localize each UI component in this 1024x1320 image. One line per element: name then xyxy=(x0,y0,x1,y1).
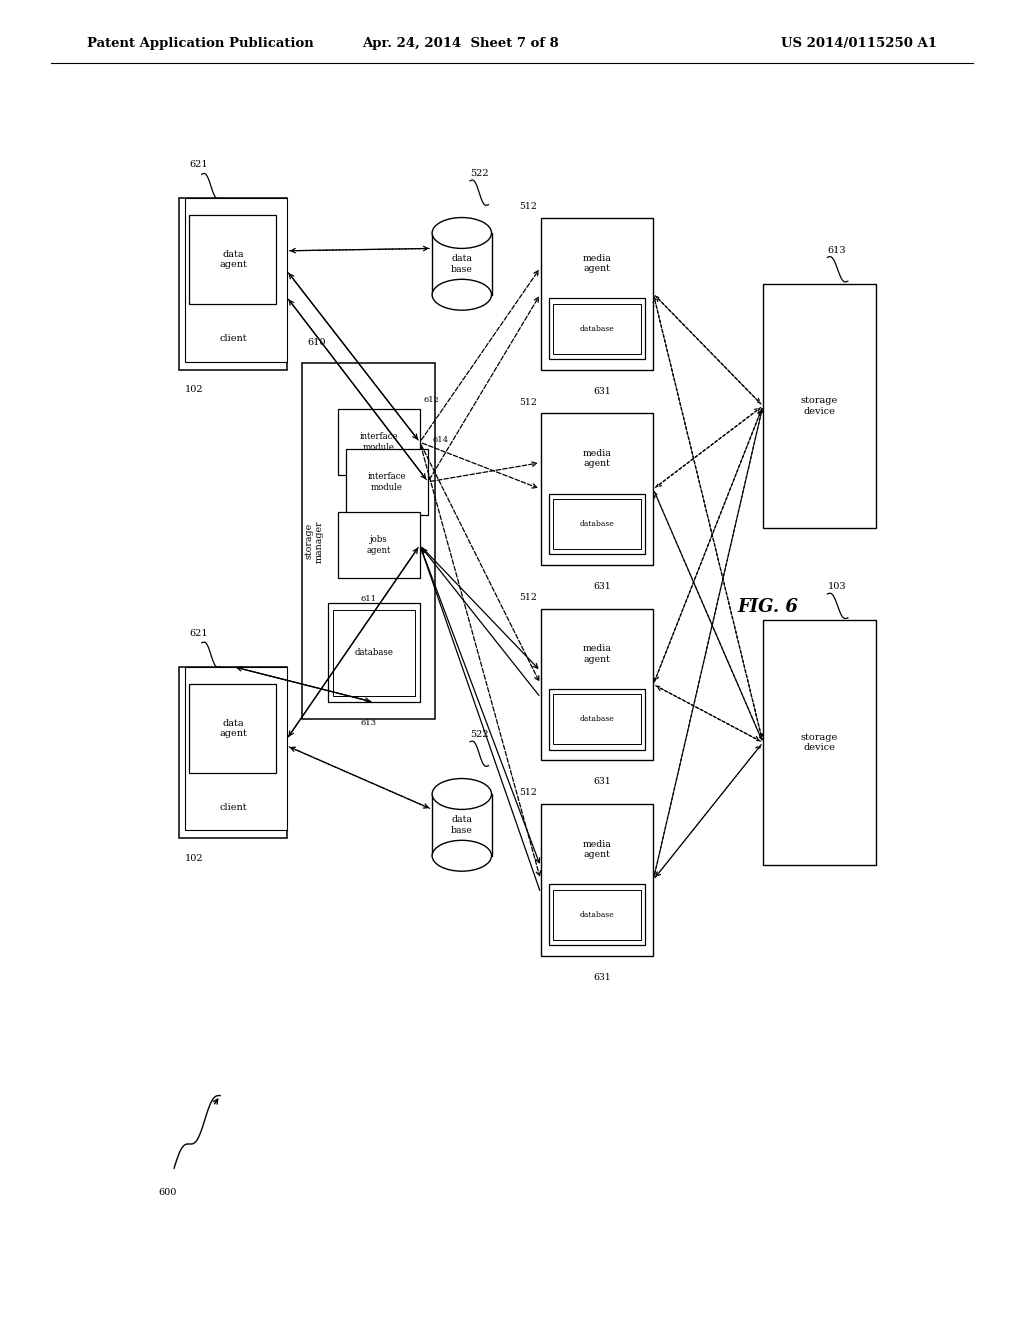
Bar xyxy=(549,884,645,945)
Bar xyxy=(338,409,420,475)
Ellipse shape xyxy=(432,280,492,310)
Text: storage
manager: storage manager xyxy=(305,520,324,562)
Bar xyxy=(549,689,645,750)
Bar xyxy=(549,298,645,359)
Text: 621: 621 xyxy=(189,160,208,169)
Bar xyxy=(553,890,641,940)
Bar xyxy=(553,499,641,549)
Bar xyxy=(333,610,415,696)
Ellipse shape xyxy=(432,779,492,809)
Text: media
agent: media agent xyxy=(583,644,611,664)
Bar xyxy=(432,232,492,294)
Bar xyxy=(763,620,876,865)
Text: data
agent: data agent xyxy=(219,718,247,738)
Bar xyxy=(763,284,876,528)
Text: Patent Application Publication: Patent Application Publication xyxy=(87,37,313,50)
Text: 631: 631 xyxy=(593,582,611,591)
Text: 103: 103 xyxy=(827,582,846,591)
Text: FIG. 6: FIG. 6 xyxy=(737,598,798,616)
Text: database: database xyxy=(580,520,614,528)
Text: 610: 610 xyxy=(307,338,326,347)
Ellipse shape xyxy=(432,218,492,248)
Bar xyxy=(541,609,653,760)
Text: 512: 512 xyxy=(519,397,537,407)
Bar xyxy=(432,795,492,855)
Bar xyxy=(338,512,420,578)
Text: Apr. 24, 2014  Sheet 7 of 8: Apr. 24, 2014 Sheet 7 of 8 xyxy=(362,37,559,50)
Bar xyxy=(553,304,641,354)
Text: 621: 621 xyxy=(189,628,208,638)
Bar xyxy=(185,667,287,830)
Text: data
agent: data agent xyxy=(219,249,247,269)
Bar xyxy=(185,198,287,362)
Text: 600: 600 xyxy=(159,1188,177,1197)
Bar xyxy=(328,603,420,702)
Bar xyxy=(189,215,276,305)
Text: storage
device: storage device xyxy=(801,733,838,752)
Text: 613: 613 xyxy=(360,719,377,727)
Bar xyxy=(549,494,645,554)
Text: database: database xyxy=(580,325,614,333)
Text: interface
module: interface module xyxy=(359,433,398,451)
Text: database: database xyxy=(354,648,393,657)
Ellipse shape xyxy=(432,841,492,871)
Text: storage
device: storage device xyxy=(801,396,838,416)
Text: 522: 522 xyxy=(470,730,488,739)
Text: 512: 512 xyxy=(519,788,537,797)
Text: US 2014/0115250 A1: US 2014/0115250 A1 xyxy=(781,37,937,50)
Text: jobs
agent: jobs agent xyxy=(367,536,391,554)
Text: 631: 631 xyxy=(593,973,611,982)
Text: client: client xyxy=(219,803,247,812)
Text: data
base: data base xyxy=(451,816,473,834)
Text: 613: 613 xyxy=(827,246,846,255)
Text: database: database xyxy=(580,911,614,919)
Text: 522: 522 xyxy=(470,169,488,178)
Text: media
agent: media agent xyxy=(583,840,611,859)
Bar xyxy=(189,684,276,774)
Text: 612: 612 xyxy=(424,396,440,404)
Bar xyxy=(541,804,653,956)
Text: client: client xyxy=(219,334,247,343)
Text: media
agent: media agent xyxy=(583,449,611,469)
Text: data
base: data base xyxy=(451,255,473,273)
Text: database: database xyxy=(580,715,614,723)
Bar xyxy=(179,667,287,838)
Text: media
agent: media agent xyxy=(583,253,611,273)
Text: 631: 631 xyxy=(593,777,611,787)
Text: interface
module: interface module xyxy=(368,473,407,491)
Bar xyxy=(541,413,653,565)
Text: 512: 512 xyxy=(519,593,537,602)
Bar xyxy=(179,198,287,370)
Bar xyxy=(541,218,653,370)
Text: 614: 614 xyxy=(432,436,449,444)
Bar xyxy=(302,363,435,719)
Bar xyxy=(553,694,641,744)
Text: 611: 611 xyxy=(360,595,377,603)
Text: 102: 102 xyxy=(184,385,203,395)
Bar xyxy=(346,449,428,515)
Text: 512: 512 xyxy=(519,202,537,211)
Text: 102: 102 xyxy=(184,854,203,863)
Text: 631: 631 xyxy=(593,387,611,396)
